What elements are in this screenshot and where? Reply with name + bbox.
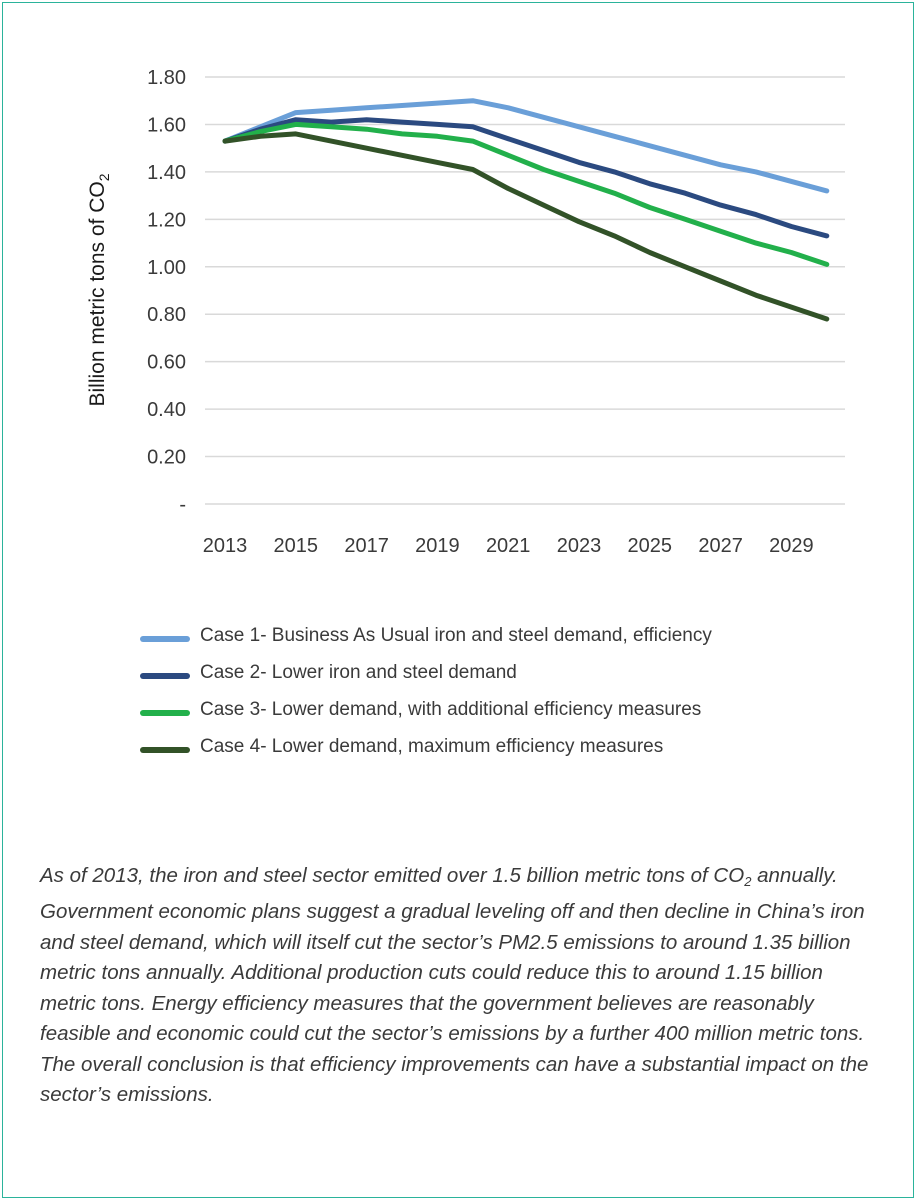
- caption-text-2: annually. Government economic plans sugg…: [40, 863, 869, 1107]
- y-tick-label: 1.20: [147, 209, 186, 231]
- x-tick-label: 2017: [344, 535, 389, 557]
- y-tick-label: 1.00: [147, 257, 186, 279]
- legend-label-case-1: Case 1- Business As Usual iron and steel…: [200, 625, 712, 646]
- x-tick-label: 2025: [628, 535, 673, 557]
- x-tick-label: 2019: [415, 535, 460, 557]
- x-tick-label: 2021: [486, 535, 531, 557]
- legend-label-case-4: Case 4- Lower demand, maximum efficiency…: [200, 736, 664, 757]
- y-axis-title: Billion metric tons of CO2: [86, 173, 112, 406]
- y-tick-label: 0.60: [147, 352, 186, 374]
- y-tick-label: -: [179, 494, 186, 516]
- y-tick-label: 1.80: [147, 67, 186, 89]
- figure-caption: As of 2013, the iron and steel sector em…: [40, 861, 870, 1111]
- x-tick-label: 2023: [557, 535, 602, 557]
- caption-text-1: As of 2013, the iron and steel sector em…: [40, 863, 745, 887]
- line-chart: - 0.20 0.40 0.60 0.80 1.00 1.20 1.40 1.60 1.80 20…: [86, 67, 845, 557]
- legend-swatch-case-2: [140, 673, 190, 679]
- y-tick-label: 1.60: [147, 114, 186, 136]
- y-tick-label: 0.40: [147, 399, 186, 421]
- x-tick-label: 2013: [203, 535, 248, 557]
- legend-swatch-case-3: [140, 710, 190, 716]
- legend-label-case-2: Case 2- Lower iron and steel demand: [200, 662, 517, 683]
- legend-swatch-case-1: [140, 636, 190, 642]
- x-tick-label: 2029: [769, 535, 814, 557]
- x-tick-label: 2015: [274, 535, 319, 557]
- series-line-case-3: [222, 121, 830, 267]
- series-line-case-1: [222, 98, 830, 194]
- y-tick-label: 0.80: [147, 304, 186, 326]
- y-tick-label: 1.40: [147, 162, 186, 184]
- legend-label-case-3: Case 3- Lower demand, with additional ef…: [200, 699, 702, 720]
- x-tick-label: 2027: [698, 535, 743, 557]
- series-line-case-4: [222, 131, 830, 322]
- legend-swatch-case-4: [140, 747, 190, 753]
- y-tick-label: 0.20: [147, 447, 186, 469]
- series-line-case-2: [222, 117, 830, 239]
- caption-subscript: 2: [744, 873, 752, 889]
